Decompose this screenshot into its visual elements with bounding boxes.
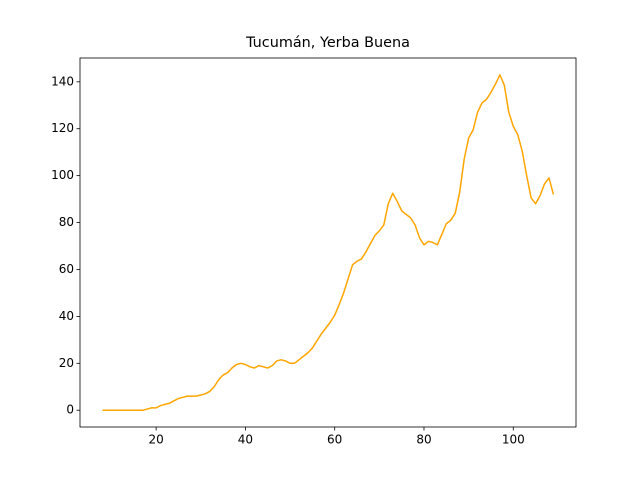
y-tick-label: 0 — [66, 403, 74, 417]
x-tick-label: 20 — [148, 433, 163, 447]
x-tick-label: 40 — [238, 433, 253, 447]
y-tick-label: 100 — [51, 168, 74, 182]
y-tick-label: 80 — [59, 215, 74, 229]
x-tick-label: 100 — [502, 433, 525, 447]
y-tick-label: 40 — [59, 309, 74, 323]
y-tick-label: 20 — [59, 356, 74, 370]
y-tick-label: 60 — [59, 262, 74, 276]
plot-frame — [79, 57, 577, 428]
y-tick-label: 140 — [51, 74, 74, 88]
chart-title: Tucumán, Yerba Buena — [245, 35, 410, 51]
line-series — [102, 74, 555, 411]
y-tick-label: 120 — [51, 121, 74, 135]
x-tick-label: 60 — [327, 433, 342, 447]
x-tick-label: 80 — [416, 433, 431, 447]
